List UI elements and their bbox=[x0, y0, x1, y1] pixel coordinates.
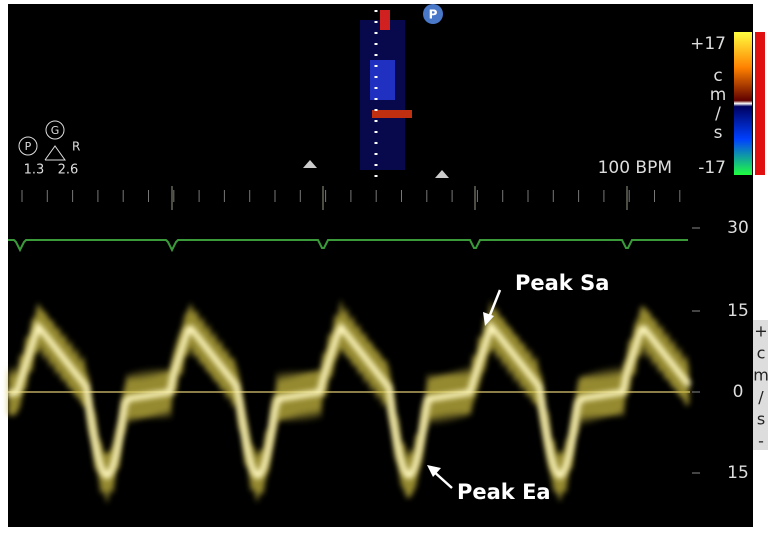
probe-p: P bbox=[25, 140, 32, 153]
annotation-sa: Peak Sa bbox=[515, 271, 609, 295]
ultrasound-screen: P P G R 1.3 2.6 100 BPM +17 -17 cm/s 301… bbox=[0, 0, 768, 533]
probe-g: G bbox=[51, 124, 60, 137]
colorbar-unit: / bbox=[715, 104, 721, 124]
scale-unit: + bbox=[754, 322, 767, 341]
badge: P bbox=[429, 8, 438, 22]
scale-unit: c bbox=[757, 344, 766, 363]
scale-unit: - bbox=[758, 432, 764, 451]
scale-label: 15 bbox=[727, 301, 749, 321]
probe-right: 2.6 bbox=[58, 163, 79, 178]
annotation-ea: Peak Ea bbox=[457, 480, 551, 504]
probe-r: R bbox=[72, 140, 80, 154]
colorbar bbox=[734, 32, 752, 175]
colorbar-side bbox=[755, 32, 765, 175]
probe-left: 1.3 bbox=[24, 163, 45, 178]
scale-label: 15 bbox=[727, 463, 749, 483]
heart-rate: 100 BPM bbox=[598, 158, 672, 178]
colorbar-unit: c bbox=[713, 66, 722, 86]
scale-unit: m bbox=[753, 366, 768, 385]
colorbar-unit: s bbox=[714, 123, 723, 143]
scale-label: 30 bbox=[727, 218, 749, 238]
scale-label: 0 bbox=[733, 382, 744, 402]
colorbar-min: -17 bbox=[698, 158, 726, 178]
colorbar-unit: m bbox=[710, 85, 727, 105]
scale-unit: s bbox=[757, 410, 765, 429]
colorbar-max: +17 bbox=[690, 34, 726, 54]
scale-unit: / bbox=[758, 388, 764, 407]
